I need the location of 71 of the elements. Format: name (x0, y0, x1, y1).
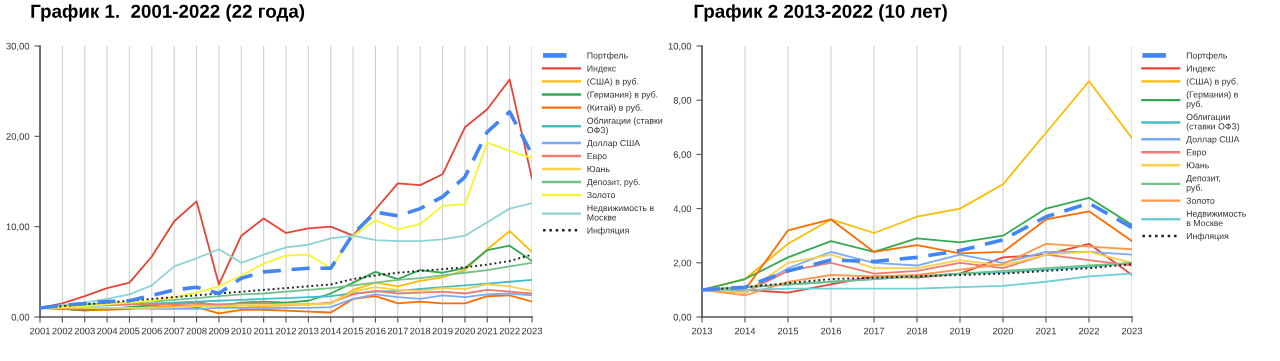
x-tick-label: 2022 (1078, 327, 1100, 335)
legend-label: Доллар США (586, 139, 641, 148)
x-tick-label: 2014 (320, 327, 341, 335)
x-tick-label: 2020 (454, 327, 476, 335)
legend-label: Облигации (ставки ОФЗ) (587, 117, 663, 135)
y-tick-label: 10,00 (6, 223, 30, 232)
legend-label: Юань (1186, 162, 1209, 169)
legend-label: Юань (587, 165, 610, 173)
x-tick-label: 2013 (691, 327, 713, 335)
x-tick-label: 2008 (186, 327, 207, 335)
x-tick-label: 2006 (141, 327, 162, 335)
x-tick-label: 2014 (734, 327, 756, 335)
x-tick-label: 2007 (164, 327, 185, 335)
legend-label: Евро (1186, 149, 1207, 158)
y-tick-label: 0,00 (673, 313, 692, 322)
chart-title: График 1. 2001-2022 (22 года) (31, 4, 305, 22)
x-tick-label: 2021 (477, 327, 498, 335)
y-tick-label: 0,00 (11, 313, 30, 322)
x-tick-label: 2002 (52, 327, 73, 335)
legend-label: Доллар США (1186, 136, 1240, 145)
y-tick-label: 10,00 (668, 42, 692, 51)
legend-label: Депозит, руб. (586, 178, 640, 187)
x-tick-label: 2019 (432, 327, 453, 335)
x-tick-label: 2009 (208, 327, 229, 335)
x-tick-label: 2004 (97, 327, 118, 335)
legend-label: Недвижимость в Москве (1186, 210, 1247, 227)
legend-label: Инфляция (1186, 232, 1229, 241)
legend-label: Индекс (1186, 65, 1216, 74)
legend-label: Золото (587, 191, 616, 199)
legend-label: Индекс (587, 65, 616, 74)
x-tick-label: 2005 (119, 327, 140, 335)
legend-label: (Германия) в руб. (587, 91, 658, 100)
x-tick-label: 2022 (499, 327, 520, 335)
x-tick-label: 2001 (29, 327, 51, 335)
legend-label: Депозит, руб. (1186, 175, 1221, 193)
x-tick-label: 2016 (365, 327, 386, 335)
legend-label: Недвижимость в Москве (587, 204, 654, 221)
legend-label: (США) в руб. (1186, 78, 1238, 87)
x-tick-label: 2010 (231, 327, 252, 335)
x-tick-label: 2015 (777, 327, 799, 335)
x-tick-label: 2017 (863, 327, 885, 335)
y-tick-label: 4,00 (673, 205, 692, 214)
x-tick-label: 2020 (992, 327, 1014, 335)
x-tick-label: 2011 (253, 327, 274, 335)
x-tick-label: 2013 (298, 327, 319, 335)
legend-label: Портфель (1186, 52, 1228, 61)
x-tick-label: 2003 (74, 327, 95, 335)
x-tick-label: 2012 (275, 327, 297, 335)
y-tick-label: 6,00 (673, 151, 692, 160)
chart-title: График 2 2013-2022 (10 лет) (694, 4, 947, 22)
legend-label: Евро (587, 153, 607, 161)
x-tick-label: 2017 (387, 327, 408, 335)
x-tick-label: 2018 (410, 327, 431, 335)
x-tick-label: 2016 (820, 327, 842, 335)
x-tick-label: 2023 (1121, 327, 1143, 335)
x-tick-label: 2019 (949, 327, 971, 335)
legend-label: Облигации (ставки ОФЗ) (1186, 113, 1240, 132)
legend-label: Портфель (587, 52, 628, 61)
x-tick-label: 2023 (521, 327, 543, 335)
y-tick-label: 8,00 (673, 97, 692, 105)
x-tick-label: 2015 (343, 327, 364, 335)
legend-label: (Германия) в руб. (1186, 91, 1238, 109)
y-tick-label: 30,00 (6, 42, 30, 51)
legend-label: (США) в руб. (587, 78, 639, 87)
legend-label: (Китай) в руб. (587, 104, 642, 113)
x-tick-label: 2018 (906, 327, 928, 335)
y-tick-label: 2,00 (673, 259, 692, 268)
legend-label: Инфляция (587, 227, 629, 236)
legend-label: Золото (1186, 197, 1215, 204)
x-tick-label: 2021 (1035, 327, 1057, 335)
y-tick-label: 20,00 (6, 133, 30, 141)
